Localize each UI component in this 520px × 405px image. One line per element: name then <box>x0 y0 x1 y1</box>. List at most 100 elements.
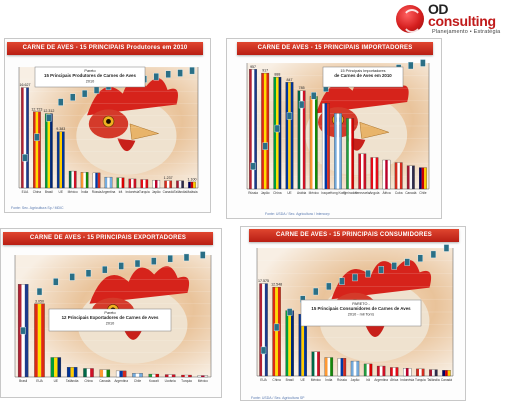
x-tick-label: Tailândia <box>174 190 187 194</box>
x-tick-label: Brasil <box>19 379 27 383</box>
bar-rssia <box>249 69 257 190</box>
bar-turquia <box>416 368 425 377</box>
bar-china <box>273 76 282 190</box>
pareto-point <box>311 92 317 100</box>
pareto-point <box>391 262 397 270</box>
bar-iraque <box>321 103 330 190</box>
source-note: Fonte: Sec. Agricultura Sp / MDIC <box>11 206 64 210</box>
bar-mxico <box>311 351 321 377</box>
bar-canad <box>164 180 173 189</box>
rooster-illustration <box>76 78 178 175</box>
data-label: 17.575 <box>258 279 269 283</box>
pareto-point <box>262 142 268 150</box>
x-tick-label: Japão <box>152 190 161 194</box>
bar-rssia <box>337 358 347 377</box>
pareto-point <box>36 287 43 296</box>
bar-indonsia <box>128 178 137 189</box>
bar-chile <box>132 373 143 378</box>
x-tick-label: Indonésia <box>125 190 139 194</box>
logo-od-text: OD <box>428 1 449 17</box>
bar-ue <box>50 357 62 378</box>
legend-line: 15 Principais Produtores de Carnes de Av… <box>44 73 136 78</box>
pareto-point <box>189 66 195 75</box>
pareto-point <box>93 86 100 94</box>
x-tick-label: México <box>309 191 319 195</box>
pareto-point <box>250 162 256 171</box>
bar-ue <box>56 131 65 189</box>
pareto-point <box>134 259 141 268</box>
data-label: 888 <box>274 73 280 77</box>
slide-exportadores: CARNE DE AVES - 15 PRINCIPAIS EXPORTADOR… <box>0 228 222 398</box>
logo-consulting-text: consulting <box>428 13 496 29</box>
x-tick-label: Argentina <box>102 190 116 194</box>
x-tick-label: Índia <box>325 378 332 382</box>
x-tick-label: Rússia <box>248 191 258 195</box>
bar-tailndia <box>66 367 78 378</box>
x-tick-label: Turquia <box>139 190 150 194</box>
legend-line: 2010 - mil Ton's <box>348 312 375 316</box>
bar-japo <box>261 72 270 190</box>
x-tick-label: Malásia <box>187 190 198 194</box>
x-tick-label: Canadá <box>99 379 110 383</box>
bar-eua <box>21 87 29 189</box>
x-tick-label: Arábia <box>297 191 306 195</box>
pareto-point <box>378 266 384 274</box>
x-tick-label: África <box>390 378 398 382</box>
legend-line: Pareto <box>84 69 95 73</box>
pareto-point <box>420 59 426 67</box>
pareto-point <box>286 112 293 120</box>
bar-brasil <box>285 310 294 377</box>
x-tick-label: México <box>311 378 321 382</box>
x-tick-label: Tailândia <box>427 378 440 382</box>
pareto-point <box>165 70 171 78</box>
pareto-point <box>69 273 75 281</box>
pareto-point <box>286 308 293 316</box>
data-label: 847 <box>286 78 292 82</box>
pareto-point <box>20 326 26 335</box>
pareto-point <box>408 61 414 70</box>
bar-frica <box>389 367 399 377</box>
legend-line: 12 Principais Exportadores de Carnes de … <box>62 315 159 320</box>
bar-ir <box>363 363 373 377</box>
bar-cuba <box>394 162 403 190</box>
x-tick-label: Brasil <box>45 190 53 194</box>
data-label: 9.383 <box>56 127 65 131</box>
slide-consumidores: CARNE DE AVES - 15 PRINCIPAIS CONSUMIDOR… <box>240 226 466 401</box>
chart-exportadores: Brasil 3.050 EUA UE Tailândia China Canadá Arge… <box>14 251 212 383</box>
x-tick-label: Chile <box>134 379 141 383</box>
x-tick-label: China <box>273 191 282 195</box>
legend-line: Pareto <box>104 311 115 315</box>
pareto-point <box>85 269 92 277</box>
legend-line: de Carnes de Aves em 2010 <box>334 73 392 78</box>
od-consulting-logo: OD consulting Planejamento • Estratégia <box>392 1 516 36</box>
x-tick-label: UE <box>301 378 305 382</box>
bar-emirados <box>346 118 355 190</box>
chart-consumidores: 17.575 EUA 12.548 China Brasil UE México Índia R… <box>256 244 454 382</box>
data-label: 1.100 <box>188 177 197 181</box>
bar-tailndia <box>176 180 184 189</box>
slide-banner: CARNE DE AVES - 15 PRINCIPAIS CONSUMIDOR… <box>249 229 459 242</box>
x-tick-label: Hong Kong <box>330 191 346 195</box>
legend-line: 2010 <box>106 321 114 325</box>
legend-line: 2010 <box>86 79 94 83</box>
bar-ucrnia <box>164 374 176 378</box>
x-tick-label: México <box>198 379 208 383</box>
source-note: Fonte: USDA / Sec. Agricultura SP <box>251 396 305 400</box>
x-tick-label: UE <box>287 191 291 195</box>
bar-argentina <box>115 370 127 378</box>
pareto-point <box>430 250 437 259</box>
x-tick-label: Japão <box>261 191 270 195</box>
x-tick-label: Cuba <box>395 191 403 195</box>
bar-ue <box>285 82 294 190</box>
bar-frica <box>382 159 391 190</box>
bar-indonsia <box>403 368 412 377</box>
x-tick-label: Turquia <box>181 379 192 383</box>
x-tick-label: Japão <box>351 378 360 382</box>
x-tick-label: África <box>382 191 390 195</box>
bar-tailndia <box>429 369 438 377</box>
x-tick-label: Ucrânia <box>165 379 176 383</box>
bar-kuwait <box>148 373 160 378</box>
bar-eua <box>34 303 45 378</box>
